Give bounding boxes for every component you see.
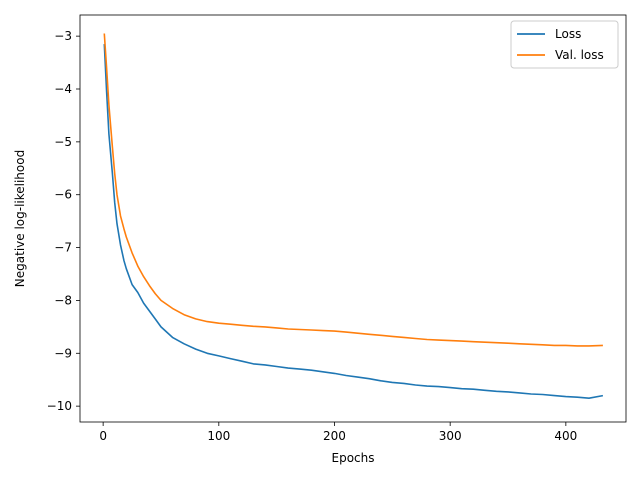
y-tick-label: −9 [54, 346, 72, 360]
x-axis-label: Epochs [332, 451, 375, 465]
y-tick-label: −10 [47, 399, 72, 413]
legend-label: Val. loss [555, 48, 604, 62]
x-tick-label: 300 [439, 429, 462, 443]
series-line-val-loss [103, 33, 603, 347]
x-tick-label: 200 [323, 429, 346, 443]
x-tick-label: 400 [554, 429, 577, 443]
y-tick-label: −7 [54, 241, 72, 255]
y-axis-label: Negative log-likelihood [13, 150, 27, 287]
y-tick-label: −4 [54, 82, 72, 96]
axes-layer: 0 100 200 300 400 −3 −4 −5 −6 −7 −8 −9 −10 Epochs Nega… [13, 14, 627, 465]
legend: Loss Val. loss [510, 20, 619, 69]
x-tick-label: 100 [207, 429, 230, 443]
x-tick-label: 0 [99, 429, 107, 443]
plot-frame [79, 14, 627, 423]
y-tick-label: −3 [54, 29, 72, 43]
y-tick-label: −5 [54, 135, 72, 149]
series-line-loss [103, 44, 604, 400]
y-tick-label: −6 [54, 188, 72, 202]
y-tick-label: −8 [54, 293, 72, 307]
legend-box [510, 20, 619, 69]
legend-label: Loss [555, 27, 581, 41]
series-layer [103, 33, 604, 400]
